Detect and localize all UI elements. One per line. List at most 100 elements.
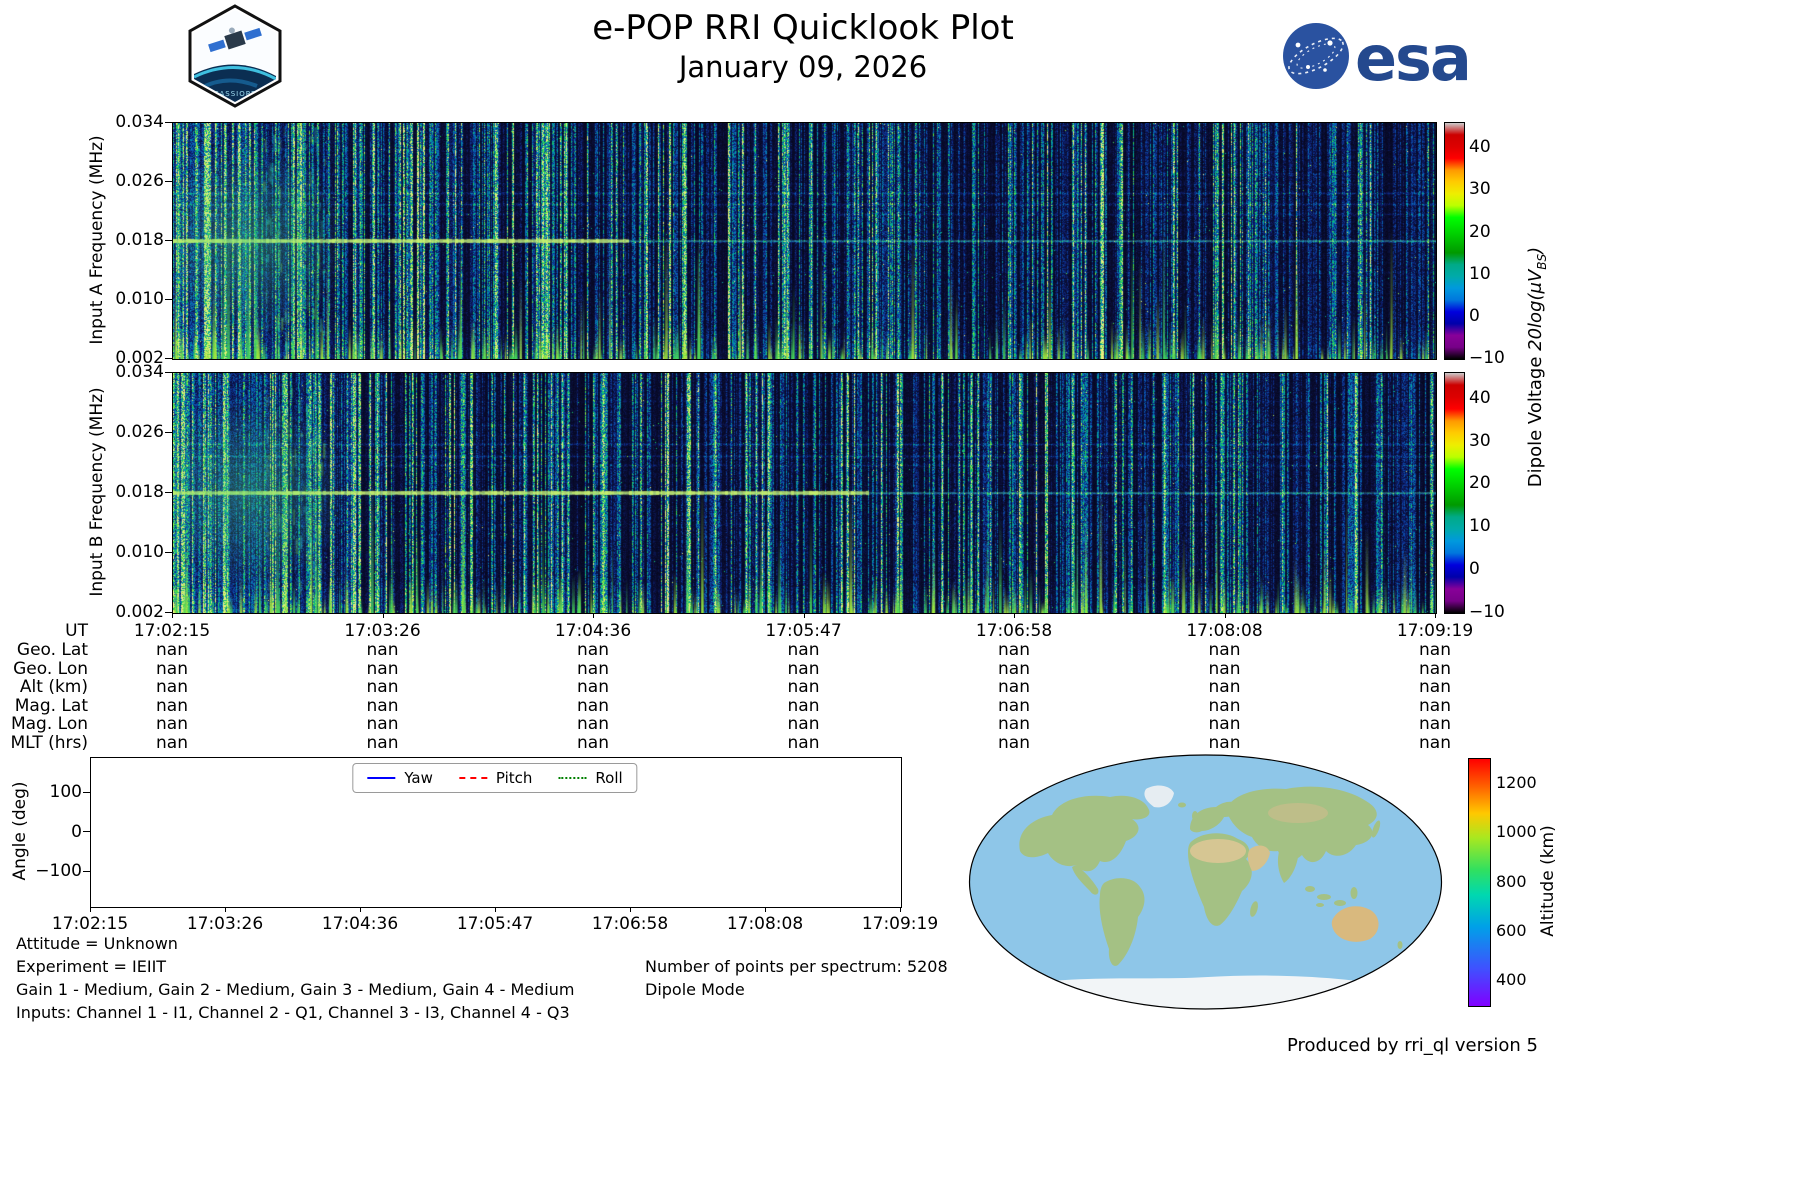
angle-xtick-label: 17:09:19 (861, 914, 939, 934)
inputs-text: Inputs: Channel 1 - I1, Channel 2 - Q1, … (16, 1003, 570, 1022)
ephemeris-value: nan (156, 733, 188, 753)
cassiope-label: CASSIOPE (214, 90, 257, 98)
angle-legend: Yaw Pitch Roll (352, 763, 638, 793)
spec-b-ytick-mark (165, 491, 172, 493)
legend-line-solid (367, 777, 396, 779)
ephemeris-value: nan (366, 640, 399, 660)
colorbar-tick-label: 30 (1469, 179, 1491, 200)
ephemeris-value: nan (787, 714, 820, 735)
experiment-text: Experiment = IEIIT (16, 957, 167, 976)
ephemeris-value: nan (1419, 714, 1451, 735)
esa-logo: esa (1283, 22, 1472, 95)
angle-xtick-label: 17:06:58 (591, 914, 669, 934)
ephemeris-value: nan (366, 733, 399, 753)
ephemeris-value: nan (1419, 677, 1451, 698)
spec-b-ytick-mark (165, 431, 172, 433)
colorbar-tick-label: 40 (1469, 387, 1491, 408)
ephemeris-value: nan (1419, 695, 1451, 716)
ephemeris-value: nan (998, 714, 1030, 735)
angle-xtick-mark (630, 907, 631, 912)
ephemeris-value: nan (998, 677, 1030, 698)
angle-xtick-label: 17:03:26 (186, 914, 264, 934)
colorbar-label: Dipole Voltage 20log(μVBS) (1525, 247, 1549, 487)
legend-label: Pitch (495, 769, 533, 787)
spec-a-ytick-mark (165, 239, 172, 241)
angle-xtick-mark (900, 907, 901, 912)
angle-xtick-label: 17:04:36 (321, 914, 399, 934)
angle-ytick-label: −100 (35, 861, 82, 881)
x-tick-mark (1224, 613, 1226, 618)
ephemeris-value: nan (577, 733, 609, 753)
spec-b-ytick-label: 0.018 (115, 482, 164, 502)
angle-xtick-label: 17:08:08 (726, 914, 804, 934)
spec-a-ytick-label: 0.026 (115, 171, 164, 191)
page-title: e-POP RRI Quicklook Plot (592, 8, 1014, 48)
angle-ytick-mark (83, 791, 90, 793)
spec-a-ytick-mark (165, 357, 172, 359)
ut-time: 17:04:36 (554, 621, 632, 641)
ephemeris-value: nan (577, 714, 609, 735)
ephemeris-row-label: Mag. Lat (14, 695, 88, 716)
spec-a-ytick-label: 0.002 (115, 348, 164, 368)
spec-a-ytick-mark (165, 121, 172, 123)
ephemeris-value: nan (998, 640, 1030, 660)
ephemeris-value: nan (156, 640, 188, 660)
spec-b-ytick-mark (165, 611, 172, 613)
spec-b-ytick-label: 0.026 (115, 422, 164, 442)
altitude-tick-label: 1000 (1496, 822, 1537, 842)
ut-time: 17:02:15 (133, 621, 211, 641)
ephemeris-row-label: Alt (km) (19, 677, 88, 698)
ephemeris-value: nan (998, 733, 1030, 753)
colorbar-label-text: Dipole Voltage (1525, 350, 1547, 488)
ephemeris-value: nan (156, 695, 188, 716)
ephemeris-value: nan (787, 658, 820, 679)
ut-time: 17:03:26 (344, 621, 421, 641)
ephemeris-value: nan (156, 714, 188, 735)
attitude-text: Attitude = Unknown (16, 934, 178, 953)
legend-item-pitch: Pitch (458, 769, 533, 787)
angle-ytick-label: 100 (49, 782, 82, 802)
angle-ytick-mark (83, 831, 90, 832)
altitude-tick-label: 1200 (1496, 772, 1537, 792)
ephemeris-value: nan (1208, 695, 1241, 716)
ephemeris-value: nan (998, 695, 1030, 716)
spec-b-ytick-label: 0.002 (115, 602, 164, 622)
ephemeris-row-label: MLT (hrs) (10, 733, 88, 753)
ephemeris-value: nan (156, 658, 188, 679)
x-tick-mark (382, 613, 384, 618)
ephemeris-value: nan (1419, 658, 1451, 679)
colorbar-tick-label: 0 (1469, 305, 1480, 326)
ephemeris-value: nan (1208, 640, 1241, 660)
ephemeris-value: nan (1419, 733, 1451, 753)
ut-time: 17:08:08 (1186, 621, 1263, 641)
plot-date: January 09, 2026 (678, 49, 928, 84)
title-block: e-POP RRI Quicklook Plot January 09, 202… (420, 8, 1186, 85)
angle-xtick-mark (495, 907, 496, 912)
spec-b-ytick-mark (165, 371, 172, 373)
produced-by: Produced by rri_ql version 5 (1286, 1035, 1538, 1056)
x-tick-mark (593, 613, 594, 618)
colorbar-label-close: ) (1525, 246, 1547, 254)
colorbar-tick-label: 10 (1469, 516, 1491, 537)
spec-b-ytick-label: 0.034 (115, 362, 164, 382)
colorbar-tick-label: 20 (1469, 221, 1491, 242)
satellite-icon (208, 27, 262, 53)
colorbar-tick-label: 10 (1469, 263, 1491, 284)
altitude-tick-label: 800 (1496, 871, 1527, 891)
altitude-colorbar (1468, 758, 1491, 1007)
altitude-colorbar-label: Altitude (km) (1538, 825, 1558, 937)
x-tick-mark (172, 613, 173, 618)
input-a-spectrogram (172, 122, 1437, 360)
input-b-spectrogram (172, 372, 1437, 614)
colorbar-b (1444, 372, 1465, 614)
colorbar-tick-label: −10 (1469, 602, 1505, 622)
angle-xtick-label: 17:02:15 (51, 914, 129, 934)
x-tick-mark (1014, 613, 1015, 618)
ut-time: 17:09:19 (1396, 621, 1474, 641)
mode-text: Dipole Mode (645, 980, 745, 999)
cassiope-mission-patch: CASSIOPE (188, 4, 282, 108)
gains-text: Gain 1 - Medium, Gain 2 - Medium, Gain 3… (16, 980, 575, 999)
x-tick-mark (803, 613, 805, 618)
spec-a-ytick-label: 0.010 (115, 289, 164, 309)
ut-time: 17:06:58 (975, 621, 1053, 641)
